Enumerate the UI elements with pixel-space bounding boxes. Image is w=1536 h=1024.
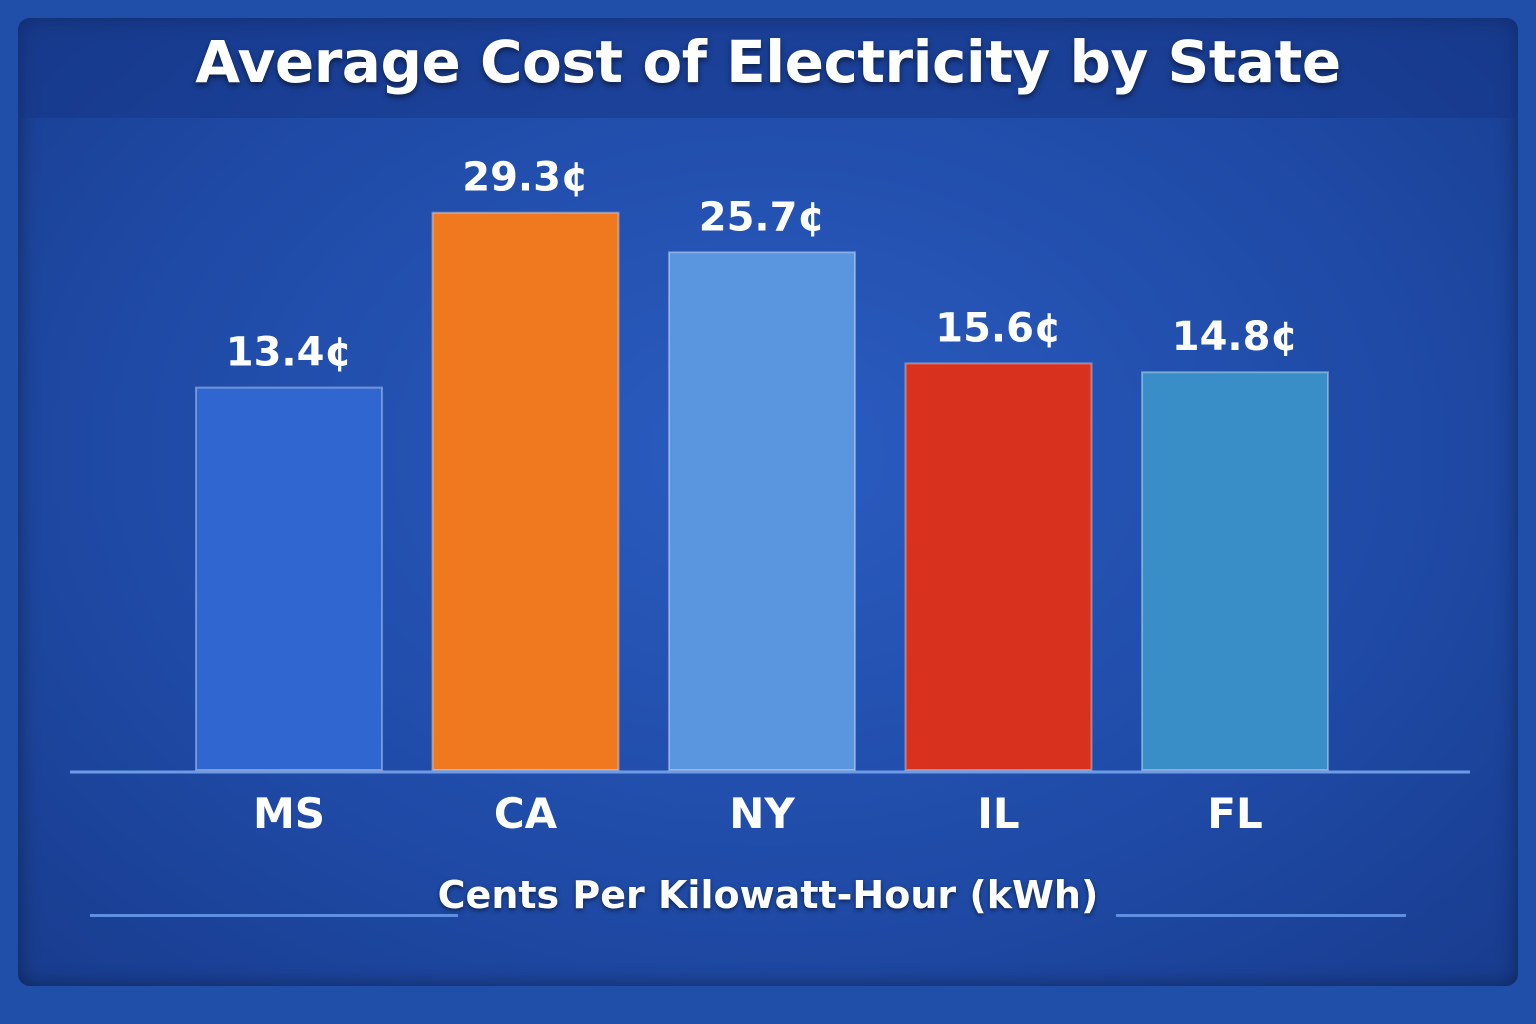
- x-axis-label: Cents Per Kilowatt-Hour (kWh): [437, 873, 1099, 917]
- data-label-fl: 14.8¢: [1172, 314, 1299, 360]
- chart-title: Average Cost of Electricity by State: [195, 28, 1341, 96]
- data-label-ny: 25.7¢: [699, 194, 826, 240]
- category-label-ca: CA: [494, 789, 558, 838]
- bar-il: [904, 362, 1093, 771]
- axis-label-rule-right: [1116, 914, 1406, 917]
- category-label-fl: FL: [1207, 789, 1262, 838]
- bar-fl: [1141, 371, 1329, 771]
- bar-ca: [431, 211, 620, 771]
- data-label-il: 15.6¢: [935, 305, 1062, 351]
- title-band: [18, 18, 1518, 118]
- category-label-ms: MS: [253, 789, 325, 838]
- data-label-ms: 13.4¢: [226, 330, 353, 376]
- axis-label-rule-left: [90, 914, 458, 917]
- bar-ms: [195, 386, 383, 771]
- category-label-ny: NY: [729, 789, 795, 838]
- bar-ny: [668, 251, 856, 772]
- category-label-il: IL: [977, 789, 1019, 838]
- data-label-ca: 29.3¢: [462, 155, 589, 201]
